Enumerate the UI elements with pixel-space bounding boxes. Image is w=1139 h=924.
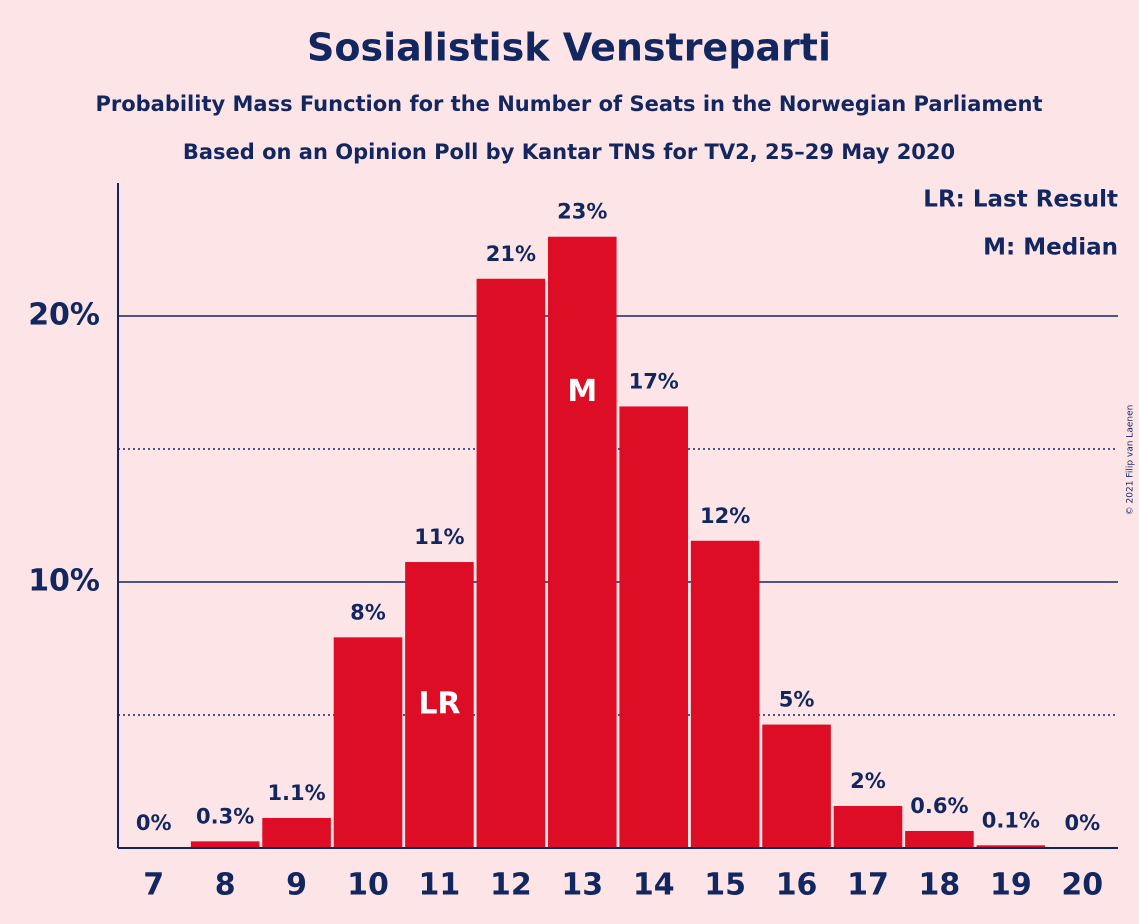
bar [762, 724, 831, 848]
value-label: 0.1% [982, 808, 1040, 832]
value-label: 11% [414, 525, 464, 549]
x-tick-label: 19 [990, 868, 1032, 903]
x-tick-label: 7 [143, 868, 164, 903]
value-label: 0.3% [196, 804, 254, 828]
subtitle: Probability Mass Function for the Number… [95, 92, 1042, 116]
bar-annotation: LR [418, 687, 460, 722]
value-label: 8% [350, 600, 386, 624]
bar [833, 805, 903, 848]
x-tick-label: 16 [776, 868, 818, 903]
bar [190, 841, 260, 848]
value-label: 2% [850, 769, 886, 793]
bar [262, 817, 331, 848]
value-label: 23% [557, 200, 607, 224]
x-tick-label: 13 [561, 868, 603, 903]
bar-annotation: M [567, 374, 597, 409]
bar [690, 540, 760, 848]
x-tick-label: 18 [919, 868, 961, 903]
x-tick-label: 10 [347, 868, 389, 903]
legend-entry: LR: Last Result [923, 187, 1118, 213]
bar [333, 637, 403, 848]
value-label: 17% [629, 369, 679, 393]
y-tick-label: 10% [28, 564, 100, 599]
value-label: 0% [1064, 811, 1100, 835]
x-tick-label: 8 [215, 868, 236, 903]
value-label: 0% [136, 811, 172, 835]
bar [905, 830, 974, 848]
bar [619, 406, 688, 848]
bar [548, 236, 617, 848]
x-tick-label: 11 [419, 868, 461, 903]
x-tick-label: 12 [490, 868, 532, 903]
chart-title: Sosialistisk Venstreparti [307, 26, 831, 70]
bar [976, 845, 1046, 848]
x-tick-label: 14 [633, 868, 675, 903]
value-label: 21% [486, 242, 536, 266]
x-tick-label: 17 [847, 868, 889, 903]
bar [476, 278, 546, 848]
value-label: 1.1% [267, 781, 325, 805]
value-label: 12% [700, 504, 750, 528]
x-tick-label: 15 [704, 868, 746, 903]
x-tick-label: 20 [1061, 868, 1103, 903]
bar [405, 562, 474, 848]
value-label: 0.6% [910, 794, 968, 818]
y-tick-label: 20% [28, 298, 100, 333]
credit: © 2021 Filip van Laenen [1126, 405, 1136, 516]
x-tick-label: 9 [286, 868, 307, 903]
legend-entry: M: Median [983, 235, 1118, 261]
value-label: 5% [779, 688, 815, 712]
subtitle: Based on an Opinion Poll by Kantar TNS f… [183, 140, 955, 164]
